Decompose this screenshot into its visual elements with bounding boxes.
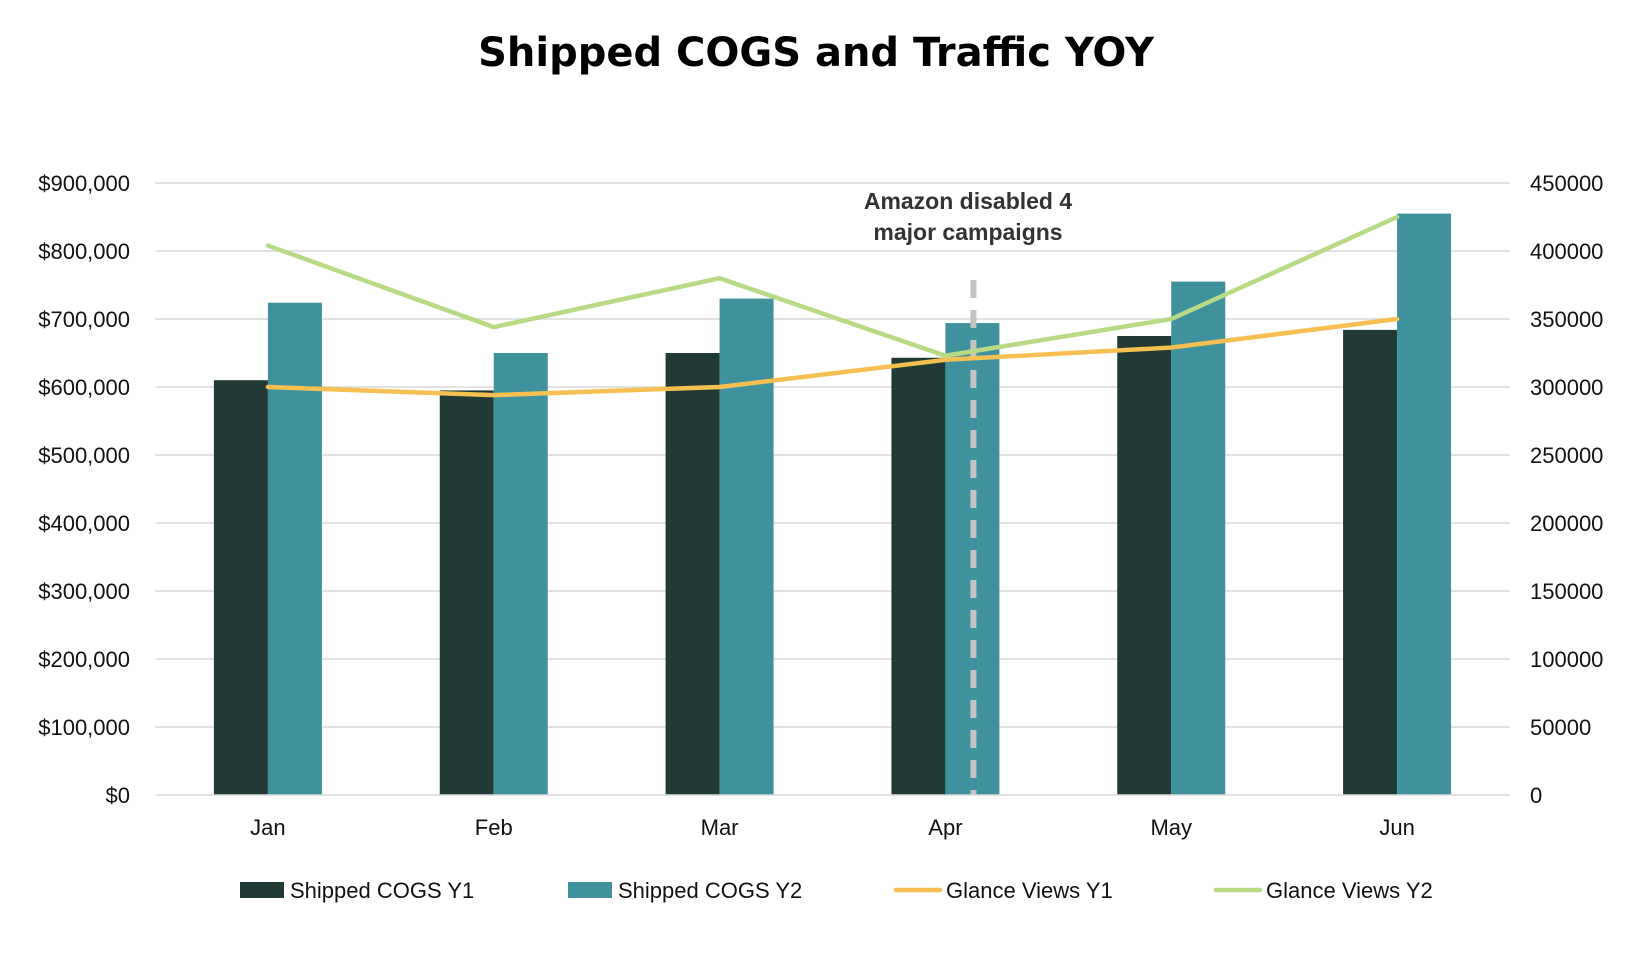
bar-shipped-cogs-y2	[1171, 281, 1226, 796]
legend-label-shipped-cogs-y2: Shipped COGS Y2	[618, 878, 802, 903]
y-right-tick-label: 100000	[1530, 647, 1603, 672]
bar-shipped-cogs-y2	[719, 298, 774, 795]
x-tick-label: Jan	[250, 815, 285, 840]
legend-label-shipped-cogs-y1: Shipped COGS Y1	[290, 878, 474, 903]
y-left-tick-label: $100,000	[38, 715, 130, 740]
line-glance-views-y2	[265, 214, 1400, 358]
y-right-tick-label: 150000	[1530, 579, 1603, 604]
legend-label-glance-views-y1: Glance Views Y1	[946, 878, 1113, 903]
y-left-tick-label: $600,000	[38, 375, 130, 400]
gridlines	[155, 182, 1510, 728]
y-right-tick-label: 400000	[1530, 239, 1603, 264]
y-left-tick-label: $700,000	[38, 307, 130, 332]
x-tick-label: Feb	[475, 815, 513, 840]
y-right-tick-label: 200000	[1530, 511, 1603, 536]
bar-shipped-cogs-y1	[665, 353, 720, 795]
y-right-tick-label: 450000	[1530, 171, 1603, 196]
y-right-tick-label: 300000	[1530, 375, 1603, 400]
bar-shipped-cogs-y2	[1397, 213, 1452, 796]
y-left-tick-label: $200,000	[38, 647, 130, 672]
annotation-line-1: Amazon disabled 4	[864, 188, 1073, 214]
bars	[213, 213, 1452, 796]
chart-title: Shipped COGS and Traffic YOY	[478, 30, 1155, 76]
legend-swatch-shipped-cogs-y1	[240, 882, 284, 898]
y-right-tick-label: 0	[1530, 783, 1542, 808]
legend-swatch-shipped-cogs-y2	[568, 882, 612, 898]
y-left-tick-label: $400,000	[38, 511, 130, 536]
bar-shipped-cogs-y1	[891, 357, 946, 795]
bar-shipped-cogs-y1	[439, 390, 494, 795]
x-tick-label: Apr	[928, 815, 962, 840]
y-right-tick-label: 250000	[1530, 443, 1603, 468]
x-tick-label: Mar	[701, 815, 739, 840]
bar-shipped-cogs-y1	[1343, 329, 1398, 795]
legend-label-glance-views-y2: Glance Views Y2	[1266, 878, 1433, 903]
bar-shipped-cogs-y1	[1117, 336, 1172, 795]
y-left-tick-label: $0	[106, 783, 130, 808]
y-left-tick-label: $900,000	[38, 171, 130, 196]
bar-shipped-cogs-y2	[267, 302, 322, 795]
y-right-tick-label: 50000	[1530, 715, 1591, 740]
annotation: Amazon disabled 4 major campaigns	[864, 188, 1073, 795]
bar-shipped-cogs-y2	[493, 353, 548, 795]
bar-shipped-cogs-y1	[213, 380, 268, 795]
axes: $0 $100,000 $200,000 $300,000 $400,000 $500,0…	[38, 171, 1603, 840]
lines	[265, 214, 1400, 398]
annotation-line-2: major campaigns	[873, 219, 1062, 245]
legend: Shipped COGS Y1 Shipped COGS Y2 Glance Vie…	[240, 878, 1433, 903]
line-glance-views-y1	[265, 316, 1400, 398]
y-left-tick-label: $800,000	[38, 239, 130, 264]
y-left-tick-label: $300,000	[38, 579, 130, 604]
x-tick-label: May	[1150, 815, 1192, 840]
y-left-tick-label: $500,000	[38, 443, 130, 468]
x-tick-label: Jun	[1379, 815, 1414, 840]
y-right-tick-label: 350000	[1530, 307, 1603, 332]
